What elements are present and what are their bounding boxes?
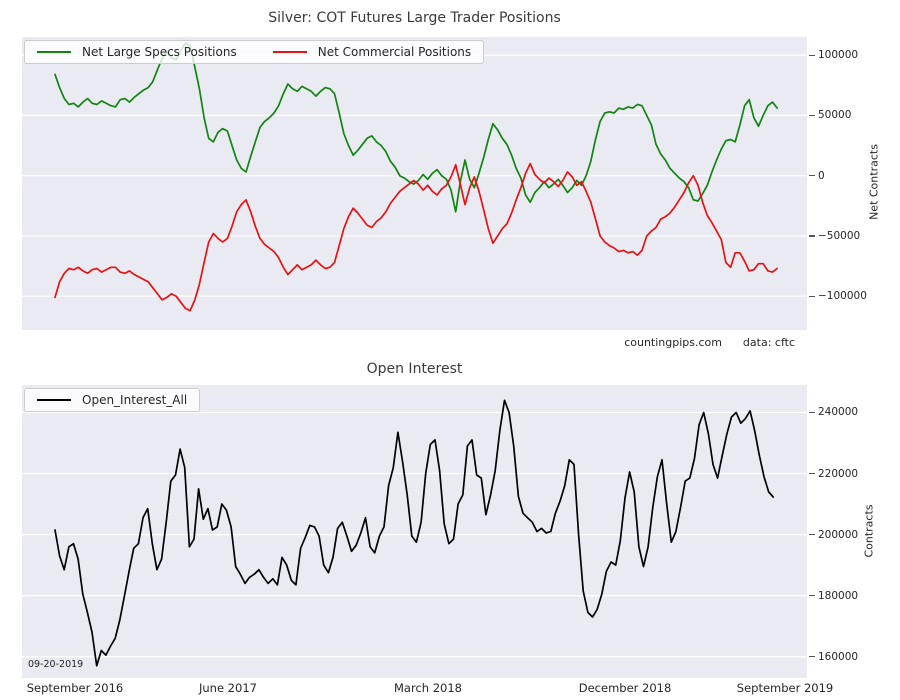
y-tick-label: 220000 (818, 467, 859, 480)
x-tick-label: September 2016 (26, 681, 124, 695)
legend-item: Net Large Specs Positions (37, 45, 237, 59)
cot-plot-area (22, 37, 807, 330)
y-tick-mark (809, 534, 815, 536)
legend: Open_Interest_All (24, 388, 201, 412)
y-tick-label: 100000 (818, 49, 859, 62)
y-tick-mark (809, 295, 815, 297)
y-tick-label: 240000 (818, 406, 859, 419)
y-tick-label: 160000 (818, 650, 859, 663)
y-tick-label: −100000 (818, 290, 867, 303)
cot-chart-title: Silver: COT Futures Large Trader Positio… (268, 10, 561, 26)
countingpips-watermark: countingpips.com (624, 336, 722, 349)
y-tick-label: 50000 (818, 109, 852, 122)
y-tick-label: 200000 (818, 528, 859, 541)
chart-canvas (22, 42, 807, 312)
y-tick-mark (809, 54, 815, 56)
series-line (54, 399, 775, 667)
open-interest-plot-area (22, 385, 807, 678)
legend-label: Net Large Specs Positions (82, 45, 237, 59)
legend-item: Open_Interest_All (37, 393, 187, 407)
x-tick-label: June 2017 (198, 681, 257, 695)
legend-label: Open_Interest_All (82, 393, 188, 407)
y-tick-mark (809, 175, 815, 177)
report-date-note: 09-20-2019 (28, 659, 84, 670)
cot-y-axis-label: Net Contracts (867, 144, 881, 220)
legend: Net Large Specs Positions Net Commercial … (24, 40, 485, 64)
series-line (54, 42, 779, 213)
x-tick-label: December 2018 (578, 681, 672, 695)
series-line (54, 162, 779, 312)
y-tick-mark (809, 411, 815, 414)
data-source-note: data: cftc (742, 336, 795, 349)
chart-canvas (22, 399, 807, 667)
legend-item: Net Commercial Positions (272, 45, 472, 59)
open-interest-chart-title: Open Interest (366, 361, 463, 377)
y-tick-mark (809, 114, 815, 117)
oi-y-axis-label: Contracts (862, 504, 876, 558)
legend-line-swatch (37, 51, 71, 53)
y-tick-mark (809, 235, 815, 237)
y-tick-label: 180000 (818, 589, 859, 602)
x-tick-label: March 2018 (394, 681, 462, 695)
legend-label: Net Commercial Positions (317, 45, 472, 59)
y-tick-label: −50000 (818, 229, 861, 242)
legend-line-swatch (37, 399, 71, 401)
legend-line-swatch (272, 51, 307, 53)
y-tick-mark (809, 473, 815, 475)
y-tick-mark (809, 656, 815, 658)
y-tick-label: 0 (818, 169, 825, 182)
y-tick-mark (809, 595, 815, 597)
x-tick-label: September 2019 (736, 681, 834, 695)
